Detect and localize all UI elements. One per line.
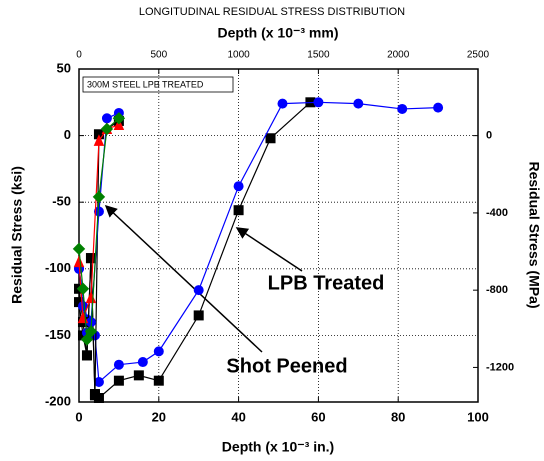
data-point <box>397 103 408 114</box>
x-tick-label: 100 <box>467 409 489 424</box>
x-tick-label: 40 <box>231 409 245 424</box>
data-point <box>193 285 204 296</box>
data-point <box>137 357 148 368</box>
data-point <box>433 102 444 113</box>
data-point <box>233 181 244 192</box>
series-line <box>78 101 311 399</box>
y-tick-label: 50 <box>57 60 71 75</box>
x-tick-label: 0 <box>75 409 82 424</box>
annotation-box <box>82 76 234 93</box>
data-point <box>133 370 144 381</box>
x-axis-title: Depth (x 10⁻³ in.) <box>222 439 334 455</box>
y-tick-label: -150 <box>45 327 71 342</box>
data-point <box>112 112 126 125</box>
data-point <box>233 205 244 216</box>
data-point <box>113 375 124 386</box>
plot-frame <box>78 68 479 403</box>
data-point <box>313 97 324 108</box>
x-tick-label: 20 <box>152 409 166 424</box>
x2-tick-label: 1500 <box>307 50 330 61</box>
y2-tick-label: -800 <box>486 284 508 296</box>
data-point <box>85 291 97 304</box>
x2-tick-label: 2500 <box>467 50 490 61</box>
data-point <box>153 346 164 357</box>
data-point <box>92 190 106 204</box>
data-point <box>84 325 98 338</box>
y-tick-label: -100 <box>45 260 71 275</box>
y-tick-label: 0 <box>64 127 71 142</box>
data-point <box>353 98 364 109</box>
data-point <box>80 333 94 346</box>
annotation: Shot Peened <box>226 355 347 377</box>
plot: 0 20 40 60 80 1000 500 1000 1500 2000 2500500-50-1… <box>45 50 514 425</box>
data-point <box>193 310 204 321</box>
data-point <box>93 206 104 217</box>
x-tick-label: 80 <box>391 409 405 424</box>
x2-tick-label: 500 <box>150 50 167 61</box>
y-tick-label: -200 <box>45 393 71 408</box>
annotation: LPB Treated <box>268 272 385 294</box>
data-point <box>76 282 90 295</box>
x2-axis-title: Depth (x 10⁻³ mm) <box>218 25 339 41</box>
data-point <box>93 134 105 146</box>
chart-title: LONGITUDINAL RESIDUAL STRESS DISTRIBUTIO… <box>139 6 405 18</box>
data-point <box>101 113 112 124</box>
data-point <box>89 389 100 400</box>
arrow <box>235 227 303 272</box>
x2-tick-label: 1000 <box>227 50 250 61</box>
data-point <box>73 255 85 268</box>
y2-tick-label: 0 <box>486 130 492 142</box>
data-point <box>81 350 92 361</box>
x2-tick-label: 0 <box>76 50 82 61</box>
data-point <box>100 122 114 136</box>
data-point <box>153 375 164 386</box>
y2-axis-title: Residual Stress (MPa) <box>526 161 542 308</box>
y2-tick-label: -400 <box>486 207 508 219</box>
x-tick-label: 60 <box>311 409 325 424</box>
data-point <box>72 242 86 256</box>
y-axis-title: Residual Stress (ksi) <box>9 166 25 304</box>
data-point <box>113 359 124 370</box>
data-point <box>277 98 288 109</box>
data-point <box>265 133 276 144</box>
y-tick-label: -50 <box>52 194 71 209</box>
annotation: 300M STEEL LPB TREATED <box>87 79 204 89</box>
data-point <box>85 253 96 264</box>
arrow <box>104 204 263 353</box>
x2-tick-label: 2000 <box>387 50 410 61</box>
data-point <box>93 377 104 388</box>
y2-tick-label: -1200 <box>486 361 514 373</box>
